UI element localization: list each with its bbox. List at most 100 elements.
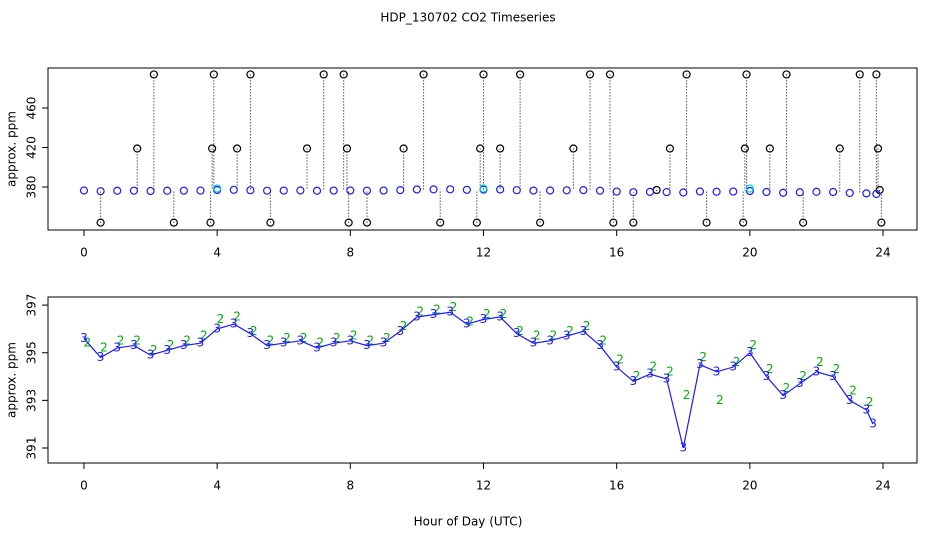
x-tick-label: 0 (80, 479, 88, 493)
point: 3 (679, 440, 687, 454)
point: 2 (849, 383, 857, 397)
point: 2 (533, 329, 541, 343)
point: 2 (317, 336, 325, 350)
x-tick-label: 24 (875, 479, 890, 493)
point: 3 (829, 369, 837, 383)
point (163, 186, 172, 195)
point: 3 (763, 369, 771, 383)
point (246, 70, 255, 79)
point (745, 186, 754, 196)
point (835, 144, 844, 153)
y-tick-label: 420 (25, 136, 39, 159)
point: 2 (200, 329, 208, 343)
point (562, 186, 571, 195)
point: 3 (729, 360, 737, 374)
point (362, 218, 372, 227)
point (246, 186, 255, 195)
point: 2 (100, 340, 108, 354)
point: 3 (263, 338, 271, 352)
point: 3 (596, 338, 604, 352)
point (612, 187, 621, 196)
point: 3 (413, 310, 421, 324)
point (739, 218, 748, 227)
series-line (83, 311, 874, 449)
point (579, 185, 588, 195)
point (344, 218, 353, 227)
point (740, 144, 749, 153)
point: 3 (163, 343, 171, 357)
point (782, 70, 791, 79)
point (529, 186, 538, 195)
point: 2 (333, 331, 341, 345)
point (379, 186, 388, 195)
point: 3 (546, 333, 554, 347)
point: 2 (766, 362, 774, 376)
point: 2 (799, 369, 807, 383)
y-axis-label: approx. ppm (5, 111, 19, 187)
point: 2 (716, 393, 724, 407)
point (208, 144, 217, 153)
point: 3 (113, 340, 121, 354)
point: 3 (513, 326, 521, 340)
point (665, 144, 675, 153)
x-tick-label: 4 (213, 246, 221, 260)
point: 3 (746, 345, 754, 359)
x-tick-label: 4 (213, 479, 221, 493)
point: 3 (846, 393, 854, 407)
point (472, 218, 481, 227)
point (629, 188, 638, 197)
point (229, 185, 238, 194)
point: 2 (133, 333, 141, 347)
point: 3 (779, 388, 787, 402)
point: 2 (466, 314, 474, 328)
point: 3 (869, 417, 877, 431)
point (113, 186, 122, 195)
point: 3 (247, 326, 255, 340)
point: 2 (416, 305, 424, 319)
point (745, 184, 754, 193)
point: 2 (600, 333, 608, 347)
point (446, 185, 455, 194)
y-tick-label: 380 (25, 176, 39, 199)
point (877, 218, 886, 227)
point (412, 185, 422, 194)
x-tick-label: 20 (742, 479, 757, 493)
point (196, 186, 205, 195)
point: 2 (633, 369, 641, 383)
point: 3 (813, 364, 821, 378)
point: 2 (250, 324, 258, 338)
point: 2 (566, 324, 574, 338)
point: 3 (796, 376, 804, 390)
point: 2 (433, 302, 441, 316)
point: 3 (230, 317, 238, 331)
point: 3 (180, 338, 188, 352)
point: 3 (313, 340, 321, 354)
point: 3 (480, 312, 488, 326)
point (399, 144, 408, 153)
plot-frame (47, 67, 918, 231)
point: 2 (783, 381, 791, 395)
point: 3 (696, 357, 704, 371)
point (682, 70, 691, 79)
point (496, 144, 505, 153)
point (873, 144, 883, 153)
plot-frame (47, 296, 918, 464)
point (742, 70, 751, 79)
point (662, 187, 671, 197)
point (169, 218, 178, 227)
point: 3 (496, 310, 504, 324)
point: 2 (117, 333, 125, 347)
point: 3 (197, 336, 205, 350)
x-tick-label: 0 (80, 246, 88, 260)
point: 2 (483, 307, 491, 321)
point: 3 (630, 374, 638, 388)
point (712, 187, 721, 196)
point (129, 186, 139, 195)
point (609, 218, 618, 227)
point (436, 218, 445, 227)
point (695, 187, 705, 196)
point (339, 70, 348, 79)
point: 2 (833, 362, 841, 376)
point: 3 (580, 324, 588, 338)
